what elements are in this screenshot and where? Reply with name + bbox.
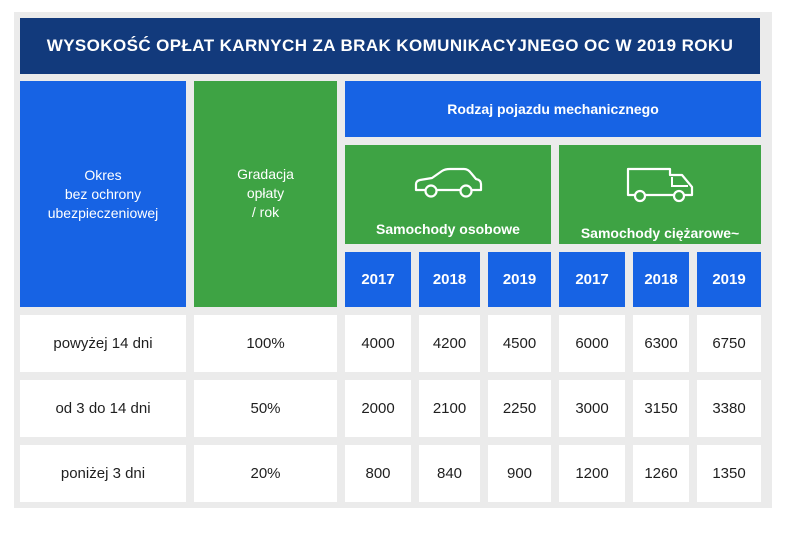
row-period: od 3 do 14 dni	[20, 380, 186, 437]
row-value: 1260	[633, 445, 689, 502]
header-trucks: Samochody ciężarowe~	[559, 145, 761, 244]
header-trucks-label: Samochody ciężarowe~	[580, 225, 740, 241]
header-gradation: Gradacja opłaty / rok	[194, 81, 337, 307]
row-value: 3380	[697, 380, 761, 437]
row-value: 800	[345, 445, 411, 502]
row-period: poniżej 3 dni	[20, 445, 186, 502]
row-gradation: 50%	[194, 380, 337, 437]
row-value: 6750	[697, 315, 761, 372]
year-header: 2017	[345, 252, 411, 307]
row-value: 900	[488, 445, 551, 502]
row-value: 1350	[697, 445, 761, 502]
year-header: 2019	[488, 252, 551, 307]
row-gradation: 20%	[194, 445, 337, 502]
header-period: Okres bez ochrony ubezpieczeniowej	[20, 81, 186, 307]
truck-icon	[626, 167, 694, 203]
row-value: 840	[419, 445, 480, 502]
year-header: 2018	[633, 252, 689, 307]
row-gradation: 100%	[194, 315, 337, 372]
row-value: 6000	[559, 315, 625, 372]
row-period: powyżej 14 dni	[20, 315, 186, 372]
year-header: 2019	[697, 252, 761, 307]
row-value: 2000	[345, 380, 411, 437]
row-value: 1200	[559, 445, 625, 502]
row-value: 3000	[559, 380, 625, 437]
row-value: 4000	[345, 315, 411, 372]
year-header: 2017	[559, 252, 625, 307]
row-value: 3150	[633, 380, 689, 437]
table-title: WYSOKOŚĆ OPŁAT KARNYCH ZA BRAK KOMUNIKAC…	[20, 18, 760, 74]
header-vehicle-type: Rodzaj pojazdu mechanicznego	[345, 81, 761, 137]
header-cars-label: Samochody osobowe	[376, 221, 520, 237]
row-value: 2250	[488, 380, 551, 437]
header-cars: Samochody osobowe	[345, 145, 551, 244]
row-value: 6300	[633, 315, 689, 372]
car-icon	[414, 167, 483, 198]
year-header: 2018	[419, 252, 480, 307]
row-value: 4500	[488, 315, 551, 372]
row-value: 2100	[419, 380, 480, 437]
row-value: 4200	[419, 315, 480, 372]
